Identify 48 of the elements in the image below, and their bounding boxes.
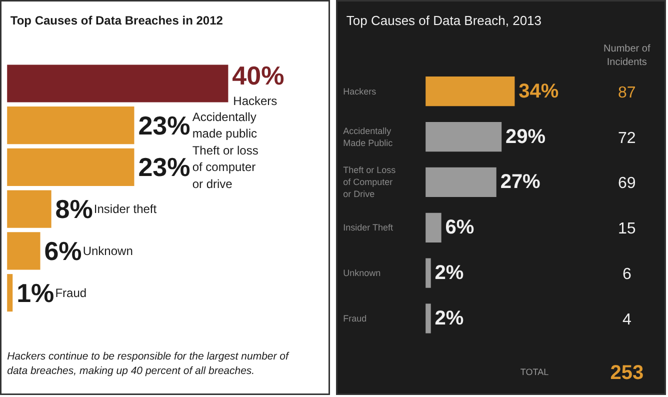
- text: Number of Incidents: [604, 44, 650, 68]
- y-tick-label: Insider theft: [94, 202, 158, 216]
- data-label: 6%: [445, 216, 474, 239]
- data-label: 29%: [506, 126, 546, 148]
- data-label: 23%: [138, 110, 190, 140]
- y-tick-label: Unknown: [82, 244, 133, 258]
- bar: [426, 76, 515, 106]
- y-tick-label: Insider Theft: [343, 222, 394, 233]
- bar: [426, 258, 431, 288]
- data-label: 2%: [434, 262, 464, 284]
- data-label: 6%: [44, 236, 82, 266]
- bar: [426, 304, 431, 334]
- y-tick-label: Accidentally Made Public: [343, 126, 394, 148]
- bar: [426, 212, 442, 242]
- data-label: 40%: [232, 60, 284, 91]
- data-label: 23%: [138, 152, 190, 182]
- data-label: 2%: [434, 307, 464, 330]
- y-tick-label: Unknown: [343, 268, 381, 278]
- text: TOTAL: [520, 366, 549, 377]
- data-label: 34%: [518, 80, 559, 102]
- y-tick-label: Theft or loss of computer or drive: [192, 143, 258, 191]
- data-label: 27%: [500, 171, 541, 194]
- bar: [7, 148, 134, 186]
- text: 15: [618, 220, 636, 238]
- bar: [7, 64, 228, 102]
- y-tick-label: Hackers: [343, 86, 377, 96]
- text: 253: [610, 362, 644, 384]
- text: Hackers continue to be responsible for the largest number of data breaches, making up 40 percent of all breaches.: [7, 350, 290, 378]
- y-tick-label: Fraud: [343, 313, 367, 324]
- chart-title: Top Causes of Data Breaches in 2012: [10, 13, 224, 28]
- y-tick-label: Hackers: [233, 94, 278, 108]
- y-tick-label: Fraud: [55, 286, 87, 300]
- text: 87: [618, 84, 636, 102]
- data-label: 8%: [55, 194, 93, 224]
- text: 69: [618, 175, 636, 192]
- bar: [426, 167, 496, 198]
- bar: [7, 274, 13, 312]
- chart-title: Top Causes of Data Breach, 2013: [346, 12, 542, 28]
- y-tick-label: Theft or Loss of Computer or Drive: [343, 165, 396, 200]
- data-label: 1%: [16, 278, 54, 308]
- text: 6: [622, 266, 632, 284]
- bar: [7, 190, 52, 228]
- text: 72: [618, 130, 636, 147]
- bar: [426, 122, 502, 152]
- text: 4: [622, 311, 632, 328]
- bar: [7, 232, 40, 270]
- y-tick-label: Accidentally made public: [192, 110, 258, 141]
- bar: [7, 106, 134, 144]
